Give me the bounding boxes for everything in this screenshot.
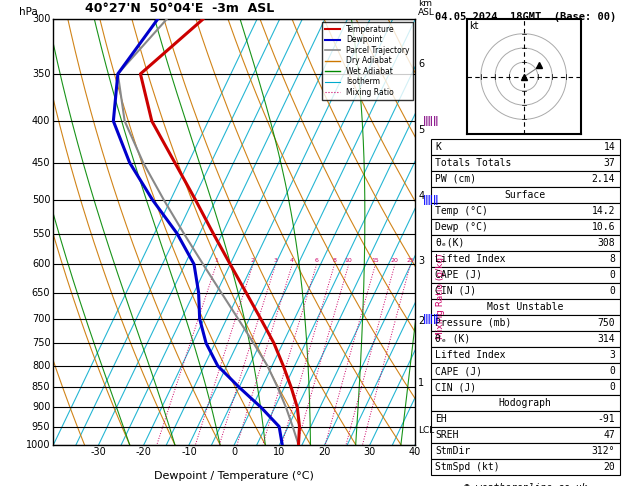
Text: 4: 4 xyxy=(418,191,425,201)
Text: 314: 314 xyxy=(598,334,615,344)
Text: 750: 750 xyxy=(31,338,50,348)
Text: Totals Totals: Totals Totals xyxy=(435,157,511,168)
Text: K: K xyxy=(435,141,441,152)
Text: Lifted Index: Lifted Index xyxy=(435,254,506,264)
Text: 6: 6 xyxy=(418,59,425,69)
Text: -30: -30 xyxy=(91,447,106,457)
Text: 400: 400 xyxy=(32,116,50,126)
Text: LCL: LCL xyxy=(418,426,435,435)
Text: 1000: 1000 xyxy=(26,440,50,450)
Text: km
ASL: km ASL xyxy=(418,0,435,17)
Text: -10: -10 xyxy=(181,447,197,457)
Text: 10: 10 xyxy=(345,259,352,263)
Text: SREH: SREH xyxy=(435,430,459,440)
Text: 750: 750 xyxy=(598,318,615,328)
Text: CIN (J): CIN (J) xyxy=(435,382,476,392)
Text: 800: 800 xyxy=(32,361,50,371)
Text: 308: 308 xyxy=(598,238,615,248)
Text: 15: 15 xyxy=(371,259,379,263)
Text: 20: 20 xyxy=(603,462,615,472)
Text: 850: 850 xyxy=(32,382,50,392)
Text: CAPE (J): CAPE (J) xyxy=(435,366,482,376)
Text: 14.2: 14.2 xyxy=(592,206,615,216)
Text: 600: 600 xyxy=(32,259,50,269)
Text: EH: EH xyxy=(435,414,447,424)
Text: 30: 30 xyxy=(364,447,376,457)
Text: 20: 20 xyxy=(391,259,399,263)
Text: 950: 950 xyxy=(32,421,50,432)
Text: 37: 37 xyxy=(603,157,615,168)
Text: 3: 3 xyxy=(418,256,425,266)
Text: 1: 1 xyxy=(214,259,218,263)
Text: θₑ (K): θₑ (K) xyxy=(435,334,470,344)
Text: 0: 0 xyxy=(610,286,615,296)
Text: Pressure (mb): Pressure (mb) xyxy=(435,318,511,328)
Text: 900: 900 xyxy=(32,402,50,413)
Text: Hodograph: Hodograph xyxy=(499,398,552,408)
Text: 0: 0 xyxy=(610,366,615,376)
Text: Temp (°C): Temp (°C) xyxy=(435,206,488,216)
Text: 04.05.2024  18GMT  (Base: 00): 04.05.2024 18GMT (Base: 00) xyxy=(435,12,616,22)
Text: 8: 8 xyxy=(332,259,336,263)
Text: 500: 500 xyxy=(32,195,50,205)
Text: -91: -91 xyxy=(598,414,615,424)
Text: 0: 0 xyxy=(231,447,237,457)
Legend: Temperature, Dewpoint, Parcel Trajectory, Dry Adiabat, Wet Adiabat, Isotherm, Mi: Temperature, Dewpoint, Parcel Trajectory… xyxy=(322,22,413,100)
Text: 20: 20 xyxy=(318,447,331,457)
Text: 700: 700 xyxy=(32,313,50,324)
Text: 0: 0 xyxy=(610,270,615,280)
Text: © weatheronline.co.uk: © weatheronline.co.uk xyxy=(464,483,587,486)
Text: 8: 8 xyxy=(610,254,615,264)
Text: 4: 4 xyxy=(290,259,294,263)
Text: 0: 0 xyxy=(610,382,615,392)
Text: 1: 1 xyxy=(418,378,425,388)
Text: 2: 2 xyxy=(418,316,425,326)
Text: CIN (J): CIN (J) xyxy=(435,286,476,296)
Text: 14: 14 xyxy=(603,141,615,152)
Text: Surface: Surface xyxy=(504,190,546,200)
Text: 40°27'N  50°04'E  -3m  ASL: 40°27'N 50°04'E -3m ASL xyxy=(86,1,275,15)
Text: Dewpoint / Temperature (°C): Dewpoint / Temperature (°C) xyxy=(154,471,314,482)
Text: 650: 650 xyxy=(32,288,50,297)
Text: 10.6: 10.6 xyxy=(592,222,615,232)
Text: 350: 350 xyxy=(32,69,50,79)
Text: 47: 47 xyxy=(603,430,615,440)
Text: 2: 2 xyxy=(250,259,255,263)
Text: 25: 25 xyxy=(406,259,414,263)
Text: 450: 450 xyxy=(32,157,50,168)
Text: Dewp (°C): Dewp (°C) xyxy=(435,222,488,232)
Text: 300: 300 xyxy=(32,15,50,24)
Text: 3: 3 xyxy=(273,259,277,263)
Text: 3: 3 xyxy=(610,350,615,360)
Text: StmSpd (kt): StmSpd (kt) xyxy=(435,462,500,472)
Text: -20: -20 xyxy=(136,447,152,457)
Text: 2.14: 2.14 xyxy=(592,174,615,184)
Text: Mixing Ratio (g/kg): Mixing Ratio (g/kg) xyxy=(436,253,445,339)
Text: kt: kt xyxy=(469,21,479,32)
Text: CAPE (J): CAPE (J) xyxy=(435,270,482,280)
Text: 10: 10 xyxy=(274,447,286,457)
Text: PW (cm): PW (cm) xyxy=(435,174,476,184)
Text: 40: 40 xyxy=(409,447,421,457)
Text: Lifted Index: Lifted Index xyxy=(435,350,506,360)
Text: StmDir: StmDir xyxy=(435,446,470,456)
Text: θₑ(K): θₑ(K) xyxy=(435,238,465,248)
Text: hPa: hPa xyxy=(19,7,38,17)
Text: ǁǁǁ: ǁǁǁ xyxy=(423,116,439,126)
Text: Most Unstable: Most Unstable xyxy=(487,302,564,312)
Text: 550: 550 xyxy=(31,228,50,239)
Text: ǁǁǁ: ǁǁǁ xyxy=(423,313,439,324)
Text: 312°: 312° xyxy=(592,446,615,456)
Text: ǁǁǁ: ǁǁǁ xyxy=(423,195,439,205)
Text: 5: 5 xyxy=(418,125,425,135)
Text: 6: 6 xyxy=(314,259,318,263)
